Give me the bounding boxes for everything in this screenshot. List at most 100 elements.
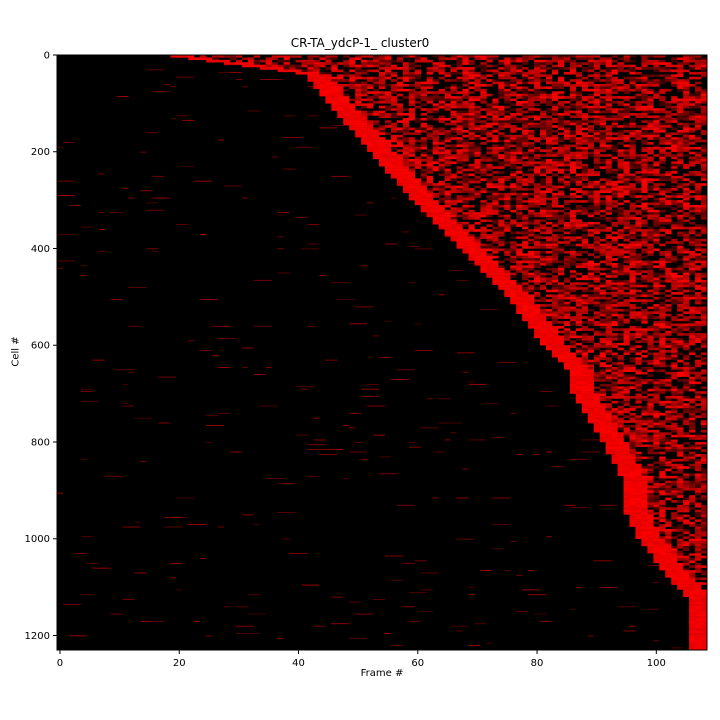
- heatmap-cell: [665, 188, 672, 191]
- heatmap-cell: [623, 369, 630, 373]
- heatmap-cell: [689, 156, 696, 160]
- heatmap-cell: [277, 248, 284, 250]
- heatmap-cell: [540, 287, 547, 290]
- heatmap-cell: [432, 103, 439, 106]
- heatmap-cell: [593, 171, 600, 174]
- heatmap-cell: [599, 267, 606, 271]
- heatmap-cell: [528, 229, 535, 232]
- heatmap-cell: [408, 79, 416, 82]
- heatmap-cell: [581, 369, 589, 373]
- heatmap-cell: [373, 144, 380, 148]
- heatmap-cell: [659, 306, 666, 310]
- heatmap-cell: [450, 96, 457, 99]
- heatmap-cell: [396, 81, 404, 85]
- heatmap-cell: [593, 217, 600, 220]
- heatmap-cell: [510, 159, 517, 162]
- heatmap-cell: [438, 183, 445, 186]
- heatmap-cell: [510, 299, 517, 302]
- heatmap-cell: [671, 362, 678, 365]
- heatmap-cell: [677, 108, 684, 111]
- heatmap-cell: [587, 93, 594, 97]
- heatmap-cell: [390, 105, 398, 109]
- heatmap-cell: [647, 110, 654, 114]
- heatmap-cell: [695, 243, 702, 247]
- heatmap-cell: [253, 279, 272, 281]
- heatmap-cell: [653, 425, 660, 428]
- heatmap-cell: [581, 316, 589, 319]
- heatmap-cell: [611, 91, 618, 94]
- heatmap-cell: [456, 197, 463, 201]
- heatmap-cell: [665, 248, 672, 252]
- heatmap-cell: [605, 299, 612, 302]
- heatmap-cell: [623, 340, 630, 344]
- heatmap-cell: [498, 166, 505, 169]
- heatmap-cell: [492, 137, 499, 140]
- heatmap-cell: [528, 55, 535, 58]
- heatmap-cell: [545, 185, 553, 189]
- heatmap-cell: [456, 120, 463, 123]
- heatmap-cell: [641, 224, 648, 227]
- heatmap-cell: [545, 335, 553, 339]
- heatmap-cell: [683, 333, 690, 336]
- heatmap-cell: [498, 260, 505, 264]
- heatmap-cell: [492, 98, 499, 102]
- heatmap-cell: [647, 292, 654, 295]
- heatmap-cell: [671, 139, 678, 143]
- heatmap-cell: [492, 81, 499, 85]
- heatmap-cell: [647, 231, 654, 235]
- heatmap-cell: [623, 318, 630, 322]
- heatmap-cell: [641, 108, 648, 111]
- heatmap-cell: [695, 321, 702, 324]
- heatmap-cell: [396, 154, 404, 157]
- heatmap-cell: [581, 362, 589, 365]
- heatmap-cell: [551, 163, 559, 167]
- heatmap-cell: [563, 359, 571, 363]
- heatmap-cell: [551, 299, 559, 302]
- heatmap-cell: [456, 132, 463, 136]
- heatmap-cell: [349, 115, 356, 119]
- heatmap-cell: [617, 113, 624, 116]
- heatmap-cell: [534, 308, 541, 312]
- heatmap-cell: [420, 214, 427, 216]
- heatmap-cell: [545, 214, 553, 218]
- heatmap-cell: [647, 168, 654, 172]
- heatmap-cell: [492, 175, 499, 179]
- heatmap-cell: [110, 299, 123, 301]
- heatmap-cell: [635, 289, 642, 293]
- heatmap-cell: [468, 236, 475, 240]
- heatmap-cell: [701, 238, 708, 242]
- heatmap-cell: [551, 238, 559, 242]
- heatmap-cell: [665, 306, 672, 310]
- heatmap-cell: [647, 125, 654, 128]
- heatmap-cell: [510, 412, 517, 414]
- heatmap-cell: [551, 296, 559, 300]
- heatmap-cell: [384, 125, 392, 128]
- heatmap-cell: [677, 115, 684, 119]
- heatmap-cell: [689, 236, 696, 240]
- heatmap-cell: [450, 188, 457, 191]
- heatmap-cell: [599, 405, 606, 409]
- heatmap-cell: [617, 367, 624, 370]
- heatmap-cell: [212, 354, 219, 356]
- heatmap-cell: [689, 110, 696, 114]
- heatmap-cell: [653, 306, 660, 310]
- heatmap-cell: [653, 64, 660, 68]
- heatmap-cell: [629, 369, 636, 373]
- heatmap-cell: [540, 132, 547, 136]
- heatmap-cell: [689, 267, 696, 271]
- heatmap-cell: [355, 55, 362, 58]
- heatmap-cell: [659, 357, 666, 360]
- heatmap-cell: [677, 340, 684, 344]
- heatmap-cell: [540, 272, 547, 276]
- heatmap-cell: [617, 115, 624, 119]
- heatmap-cell: [343, 98, 350, 102]
- heatmap-cell: [140, 190, 153, 192]
- heatmap-cell: [701, 69, 708, 73]
- heatmap-cell: [647, 277, 654, 281]
- heatmap-cell: [587, 127, 594, 131]
- heatmap-cell: [671, 149, 678, 152]
- heatmap-cell: [629, 146, 636, 150]
- heatmap-cell: [504, 272, 511, 276]
- heatmap-cell: [683, 250, 690, 254]
- heatmap-cell: [599, 345, 606, 348]
